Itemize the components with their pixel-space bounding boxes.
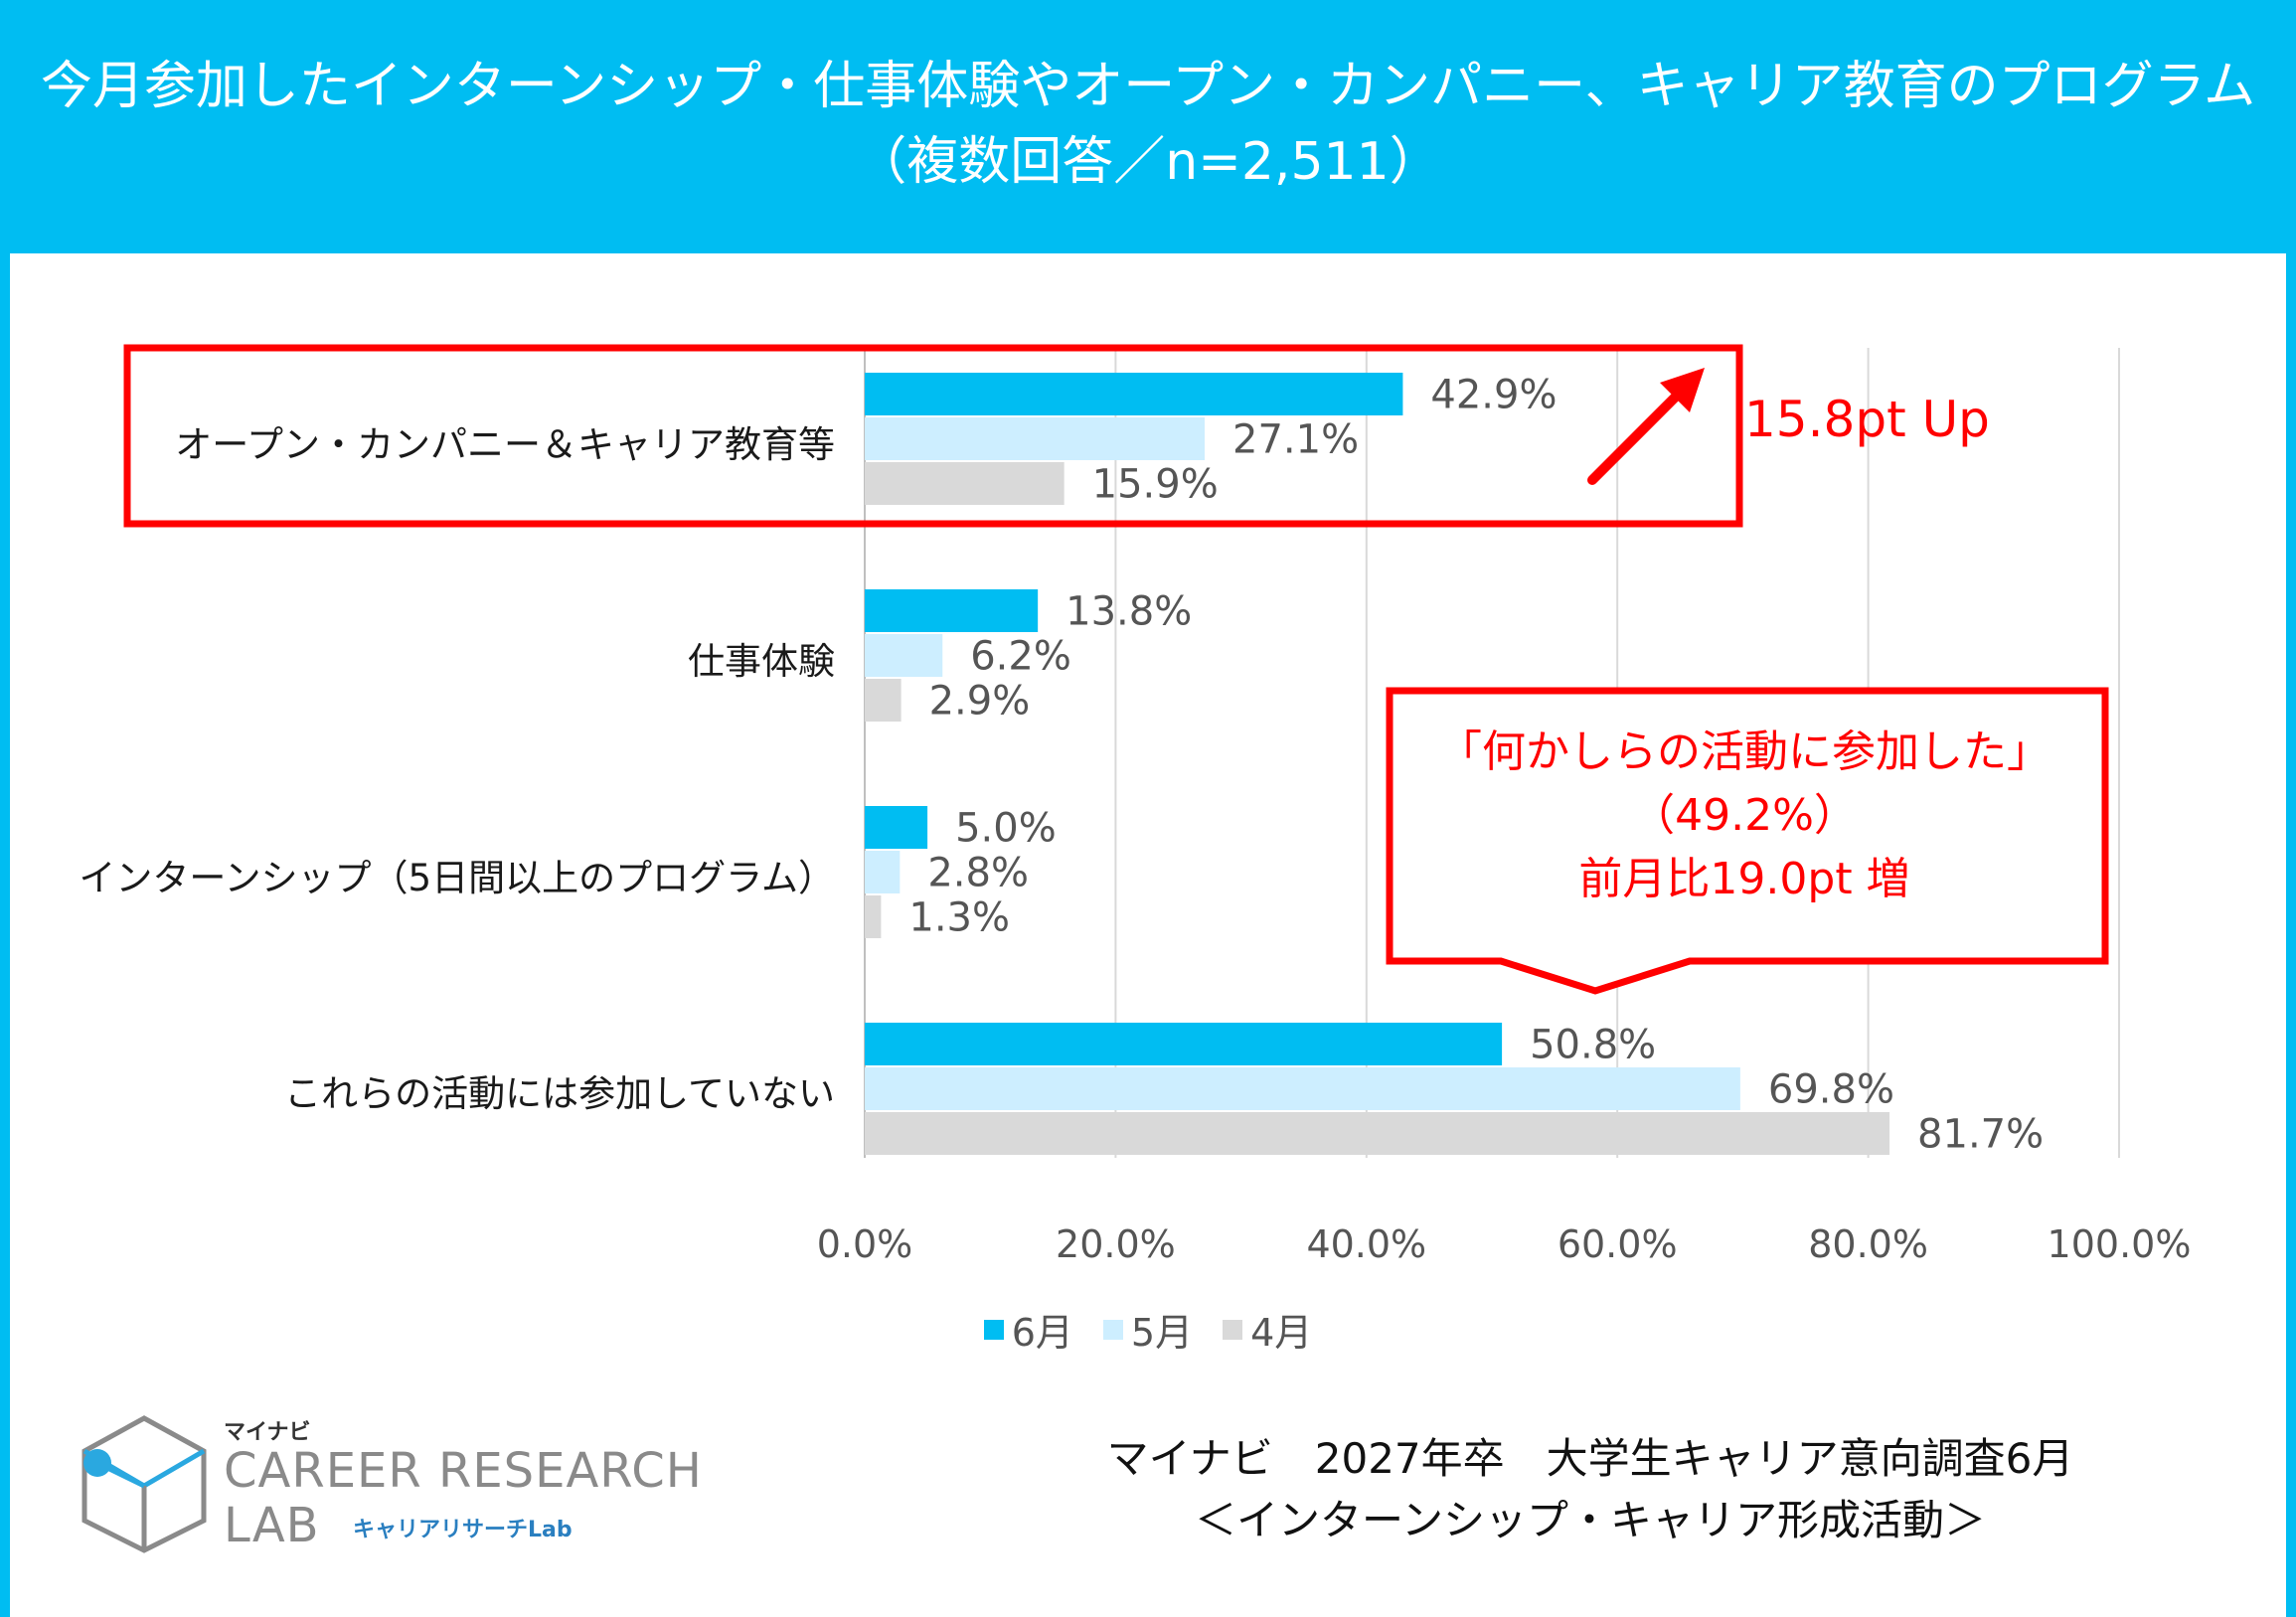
bar-may: [865, 851, 901, 893]
data-label-april: 81.7%: [1917, 1112, 2044, 1158]
x-tick-label: 100.0%: [2048, 1222, 2192, 1266]
up-annotation: 15.8pt Up: [1744, 391, 1990, 448]
bar-april: [865, 1112, 1890, 1155]
up-arrow-head-icon: [1660, 368, 1705, 412]
data-label-april: 15.9%: [1092, 462, 1219, 508]
legend-swatch-april: [1223, 1319, 1243, 1340]
legend-item-april: 4月: [1223, 1302, 1312, 1357]
x-tick-label: 80.0%: [1808, 1222, 1928, 1266]
chart-legend: 6月 5月 4月: [10, 1302, 2286, 1357]
data-label-may: 69.8%: [1768, 1067, 1894, 1113]
bar-may: [865, 1067, 1740, 1110]
data-label-april: 1.3%: [908, 895, 1010, 941]
callout-text: 「何かしらの活動に参加した」 （49.2%） 前月比19.0pt 増: [1382, 721, 2107, 911]
bar-april: [865, 679, 902, 722]
header-banner: 今月参加したインターンシップ・仕事体験やオープン・カンパニー、キャリア教育のプロ…: [0, 0, 2296, 253]
callout-box: [1386, 687, 2109, 995]
data-label-may: 27.1%: [1232, 417, 1359, 463]
highlight-box: [123, 344, 1743, 528]
category-label-job-experience: 仕事体験: [688, 640, 835, 683]
logo-cube-icon: [82, 1415, 207, 1553]
data-label-may: 6.2%: [970, 634, 1071, 680]
x-tick-label: 60.0%: [1558, 1222, 1678, 1266]
logo-career-research: CAREER RESEARCH: [224, 1443, 703, 1499]
data-label-may: 2.8%: [927, 851, 1029, 896]
legend-label-may: 5月: [1130, 1311, 1194, 1355]
legend-swatch-may: [1102, 1319, 1123, 1340]
logo-mynavi: マイナビ: [224, 1420, 311, 1445]
source-text: マイナビ 2027年卒 大学生キャリア意向調査6月 ＜インターンシップ・キャリア…: [964, 1428, 2216, 1551]
bar-june: [865, 589, 1039, 632]
bar-chart: 0.0% 20.0% 40.0% 60.0% 80.0% 100.0% 42.9% 27.1%…: [123, 344, 2192, 1266]
source-line-2: ＜インターンシップ・キャリア形成活動＞: [1195, 1496, 1986, 1544]
legend-item-may: 5月: [1102, 1302, 1194, 1357]
legend-label-april: 4月: [1250, 1311, 1313, 1355]
x-tick-label: 20.0%: [1056, 1222, 1176, 1266]
bar-may: [865, 417, 1206, 460]
x-tick-label: 40.0%: [1306, 1222, 1426, 1266]
bar-june: [865, 1023, 1503, 1065]
x-tick-label: 0.0%: [817, 1222, 913, 1266]
legend-item-june: 6月: [983, 1302, 1073, 1357]
chart-title: 今月参加したインターンシップ・仕事体験やオープン・カンパニー、キャリア教育のプロ…: [40, 57, 2256, 116]
category-label-internship: インターンシップ（5日間以上のプログラム）: [79, 857, 835, 899]
callout-line-3: 前月比19.0pt 増: [1578, 854, 1910, 904]
bar-june: [865, 806, 928, 849]
logo-subtitle: キャリアリサーチLab: [353, 1518, 573, 1542]
bar-april: [865, 895, 882, 938]
legend-swatch-june: [983, 1319, 1004, 1340]
data-label-april: 2.9%: [929, 679, 1031, 725]
bar-april: [865, 462, 1065, 505]
data-label-june: 42.9%: [1430, 373, 1557, 418]
up-arrow-icon: [1587, 383, 1690, 485]
source-line-1: マイナビ 2027年卒 大学生キャリア意向調査6月: [1106, 1434, 2074, 1483]
data-label-june: 5.0%: [955, 806, 1057, 852]
logo-lab: LAB: [224, 1498, 320, 1553]
callout-line-2: （49.2%）: [1631, 790, 1858, 841]
bar-june: [865, 373, 1403, 415]
category-label-open-company: オープン・カンパニー＆キャリア教育等: [175, 423, 835, 466]
bar-may: [865, 634, 943, 677]
callout-line-1: 「何かしらの活動に参加した」: [1438, 727, 2050, 777]
data-label-june: 50.8%: [1530, 1023, 1656, 1068]
data-label-june: 13.8%: [1066, 589, 1192, 635]
category-label-none: これらの活動には参加していない: [284, 1072, 835, 1115]
chart-panel: 0.0% 20.0% 40.0% 60.0% 80.0% 100.0% 42.9% 27.1%…: [10, 253, 2286, 1617]
chart-subtitle: （複数回答／n=2,511）: [855, 132, 1441, 192]
legend-label-june: 6月: [1011, 1311, 1073, 1355]
